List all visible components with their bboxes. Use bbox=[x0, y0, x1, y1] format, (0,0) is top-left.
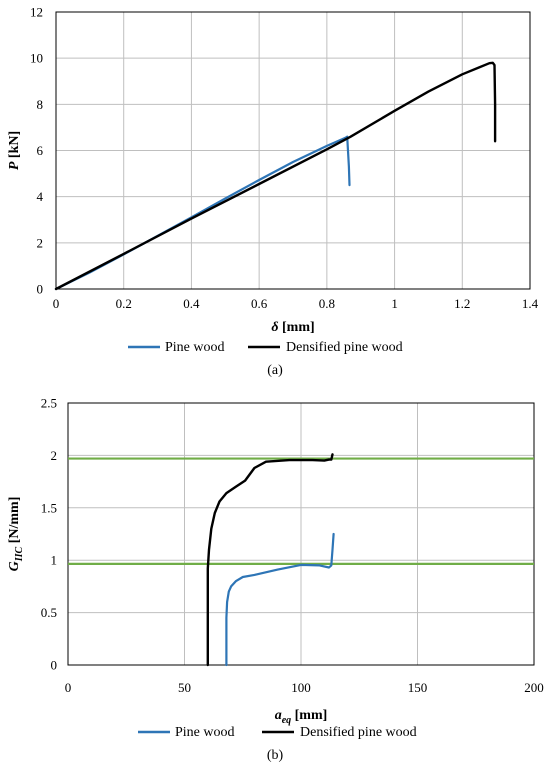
y-axis-label: P [kN] bbox=[7, 131, 22, 170]
x-axis-label: δ [mm] bbox=[271, 320, 314, 335]
series-line-densified-pine-wood bbox=[206, 453, 334, 667]
legend-label-pine-wood: Pine wood bbox=[165, 340, 225, 355]
x-tick-label: 100 bbox=[291, 680, 311, 695]
x-tick-label: 200 bbox=[524, 680, 544, 695]
x-tick-label: 1.4 bbox=[522, 296, 539, 311]
x-tick-label: 1 bbox=[391, 296, 398, 311]
chart-b: 0 50 100 150 200 0 0.5 1 1.5 2 2.5 aeq [mm] GIIC [N/… bbox=[7, 396, 544, 764]
legend: Pine wood Densified pine wood bbox=[138, 725, 417, 740]
legend: Pine wood Densified pine wood bbox=[128, 340, 403, 355]
plot-frame bbox=[67, 402, 535, 666]
x-tick-label: 0.4 bbox=[183, 296, 200, 311]
x-tick-label: 0.6 bbox=[251, 296, 268, 311]
gridlines bbox=[67, 402, 535, 666]
y-tick-label: 4 bbox=[37, 189, 44, 204]
y-tick-label: 2.5 bbox=[41, 396, 57, 411]
y-tick-label: 0.5 bbox=[41, 605, 57, 620]
y-tick-label: 2 bbox=[51, 448, 58, 463]
x-tick-label: 150 bbox=[408, 680, 428, 695]
y-tick-label: 10 bbox=[30, 51, 43, 66]
figure-caption: (b) bbox=[267, 748, 284, 763]
x-tick-label: 0.8 bbox=[319, 296, 335, 311]
y-tick-label: 1 bbox=[51, 553, 58, 568]
x-axis-label: aeq [mm] bbox=[275, 708, 328, 726]
gridlines bbox=[55, 11, 531, 290]
y-tick-label: 1.5 bbox=[41, 500, 57, 515]
y-tick-label: 12 bbox=[30, 5, 43, 20]
series-line-densified-pine-wood bbox=[54, 61, 497, 291]
y-tick-label: 0 bbox=[51, 658, 58, 673]
legend-label-pine-wood: Pine wood bbox=[175, 725, 235, 740]
y-axis-label: GIIC [N/mm] bbox=[7, 497, 25, 572]
x-tick-label: 0 bbox=[65, 680, 72, 695]
series-line-pine-wood bbox=[225, 532, 335, 667]
y-tick-label: 2 bbox=[37, 235, 44, 250]
y-tick-label: 0 bbox=[37, 282, 44, 297]
x-tick-label: 50 bbox=[178, 680, 191, 695]
chart-a: 0 0.2 0.4 0.6 0.8 1 1.2 1.4 0 2 4 6 8 10 12 δ [mm] P [kN… bbox=[7, 5, 539, 379]
y-tick-label: 8 bbox=[37, 97, 44, 112]
y-tick-label: 6 bbox=[37, 143, 44, 158]
x-tick-label: 1.2 bbox=[454, 296, 470, 311]
legend-label-densified-pine-wood: Densified pine wood bbox=[286, 340, 403, 355]
x-tick-label: 0 bbox=[53, 296, 60, 311]
x-tick-label: 0.2 bbox=[116, 296, 132, 311]
legend-label-densified-pine-wood: Densified pine wood bbox=[300, 725, 417, 740]
plot-frame bbox=[55, 11, 531, 290]
figure-caption: (a) bbox=[267, 363, 283, 378]
